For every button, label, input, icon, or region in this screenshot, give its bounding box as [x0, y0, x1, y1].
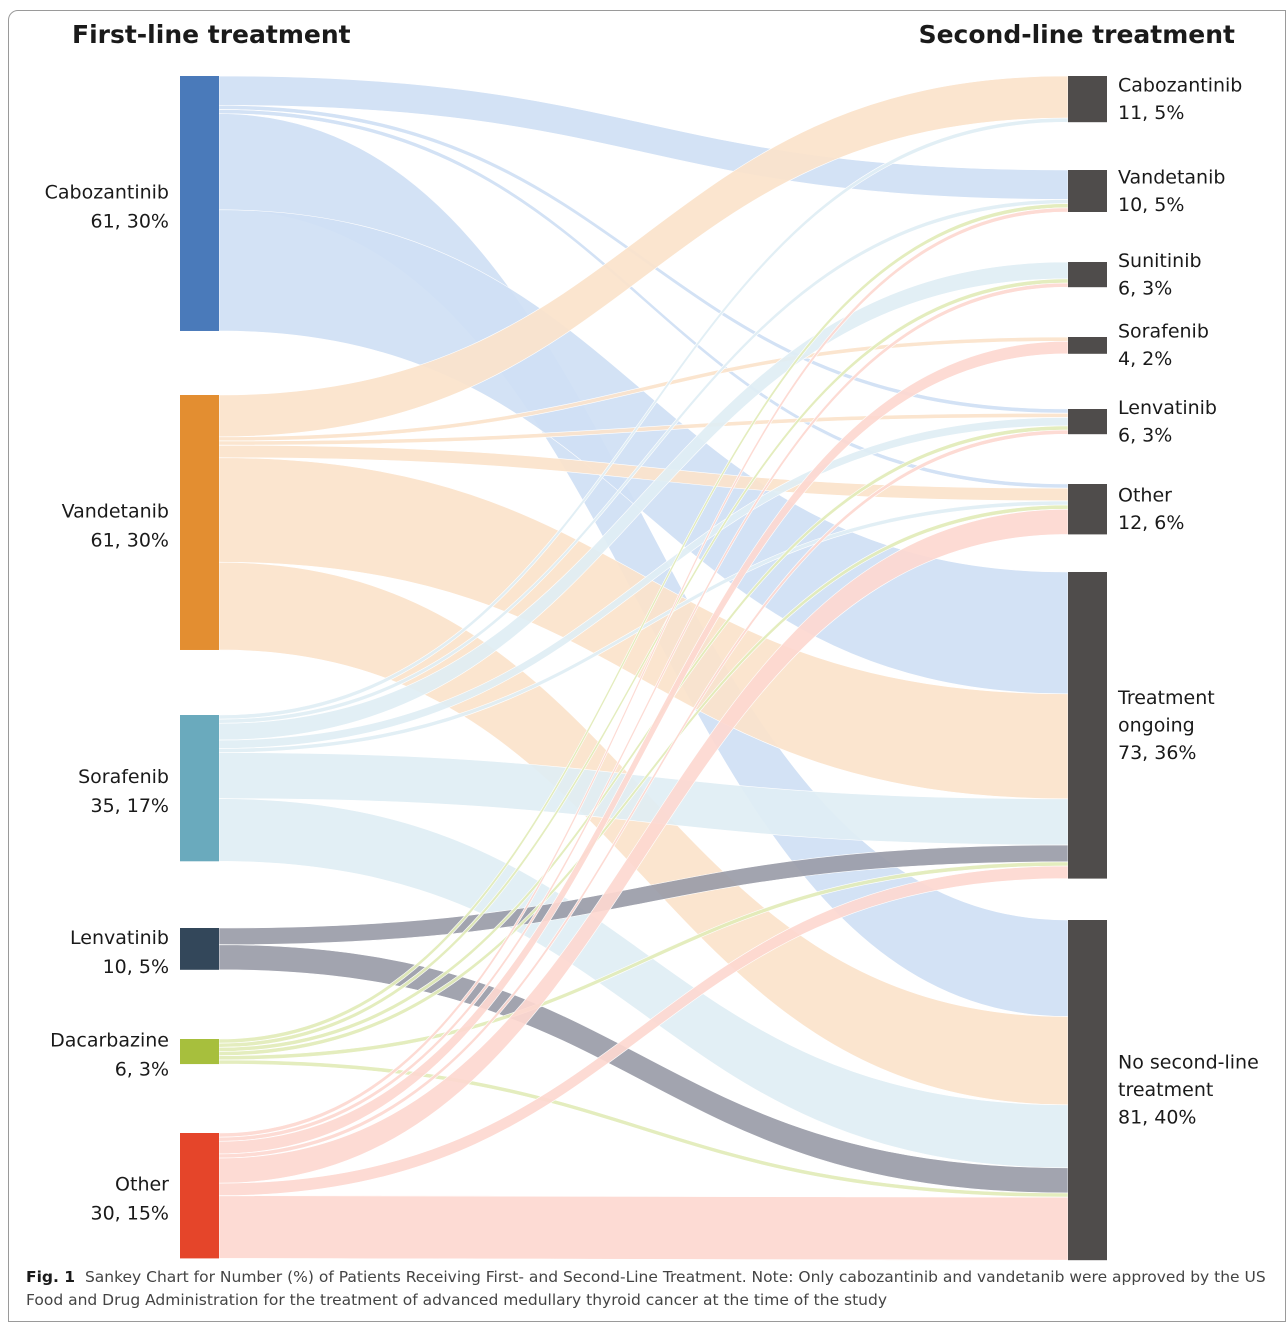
figure-caption: Fig. 1 Sankey Chart for Number (%) of Pa… [26, 1266, 1266, 1312]
caption-label: Fig. 1 [26, 1268, 76, 1286]
source-value-cabozantinib: 61, 30% [91, 210, 170, 232]
flow-links [218, 75, 1069, 1261]
source-node-lenvatinib [180, 928, 219, 970]
first-line-header: First-line treatment [72, 20, 351, 49]
target-node-lenvatinib [1068, 409, 1107, 435]
target-label-sunitinib-0: Sunitinib [1118, 250, 1202, 272]
target-label-cabozantinib-0: Cabozantinib [1118, 74, 1242, 96]
target-label-sorafenib-0: Sorafenib [1118, 321, 1209, 343]
figure-frame [8, 10, 1286, 1322]
target-value-cabozantinib: 11, 5% [1118, 102, 1184, 124]
target-label-no-second-line-treatment-0: No second-line [1118, 1052, 1259, 1074]
source-value-lenvatinib: 10, 5% [103, 956, 169, 978]
target-value-treatment-ongoing: 73, 36% [1118, 742, 1197, 764]
source-node-sorafenib [180, 715, 219, 862]
target-value-sorafenib: 4, 2% [1118, 348, 1172, 370]
nodes [180, 76, 1107, 1261]
target-value-no-second-line-treatment: 81, 40% [1118, 1107, 1197, 1129]
source-node-dacarbazine [180, 1039, 219, 1065]
target-label-other-0: Other [1118, 484, 1172, 506]
source-value-sorafenib: 35, 17% [91, 795, 170, 817]
source-value-other: 30, 15% [91, 1203, 170, 1225]
source-node-cabozantinib [180, 76, 219, 331]
target-node-vandetanib [1068, 170, 1107, 212]
source-node-vandetanib [180, 395, 219, 650]
source-label-cabozantinib: Cabozantinib [45, 181, 169, 203]
second-line-header: Second-line treatment [918, 20, 1235, 49]
node-labels: Cabozantinib 61, 30% Vandetanib 61, 30% Sora… [45, 74, 1259, 1224]
target-node-cabozantinib [1068, 76, 1107, 123]
target-label-vandetanib-0: Vandetanib [1118, 166, 1225, 188]
source-label-sorafenib: Sorafenib [78, 766, 169, 788]
target-value-vandetanib: 10, 5% [1118, 194, 1184, 216]
source-label-vandetanib: Vandetanib [62, 500, 169, 522]
target-node-treatment-ongoing [1068, 572, 1107, 879]
target-value-other: 12, 6% [1118, 512, 1184, 534]
source-label-lenvatinib: Lenvatinib [70, 927, 169, 949]
target-node-no-second-line-treatment [1068, 920, 1107, 1261]
source-label-dacarbazine: Dacarbazine [50, 1030, 169, 1052]
source-value-vandetanib: 61, 30% [91, 529, 170, 551]
caption-text: Sankey Chart for Number (%) of Patients … [26, 1268, 1266, 1309]
target-value-sunitinib: 6, 3% [1118, 277, 1172, 299]
target-node-sunitinib [1068, 262, 1107, 288]
source-node-other [180, 1133, 219, 1259]
source-label-other: Other [115, 1174, 169, 1196]
target-node-other [1068, 484, 1107, 535]
link-other-to-no-second-line-treatment [218, 1195, 1069, 1261]
target-value-lenvatinib: 6, 3% [1118, 424, 1172, 446]
target-label-treatment-ongoing-1: ongoing [1118, 714, 1195, 736]
target-label-no-second-line-treatment-1: treatment [1118, 1079, 1213, 1101]
sankey-chart: Cabozantinib 61, 30% Vandetanib 61, 30% Sora… [45, 74, 1259, 1261]
target-label-treatment-ongoing-0: Treatment [1117, 687, 1215, 709]
source-value-dacarbazine: 6, 3% [115, 1059, 169, 1081]
target-label-lenvatinib-0: Lenvatinib [1118, 397, 1217, 419]
target-node-sorafenib [1068, 337, 1107, 354]
